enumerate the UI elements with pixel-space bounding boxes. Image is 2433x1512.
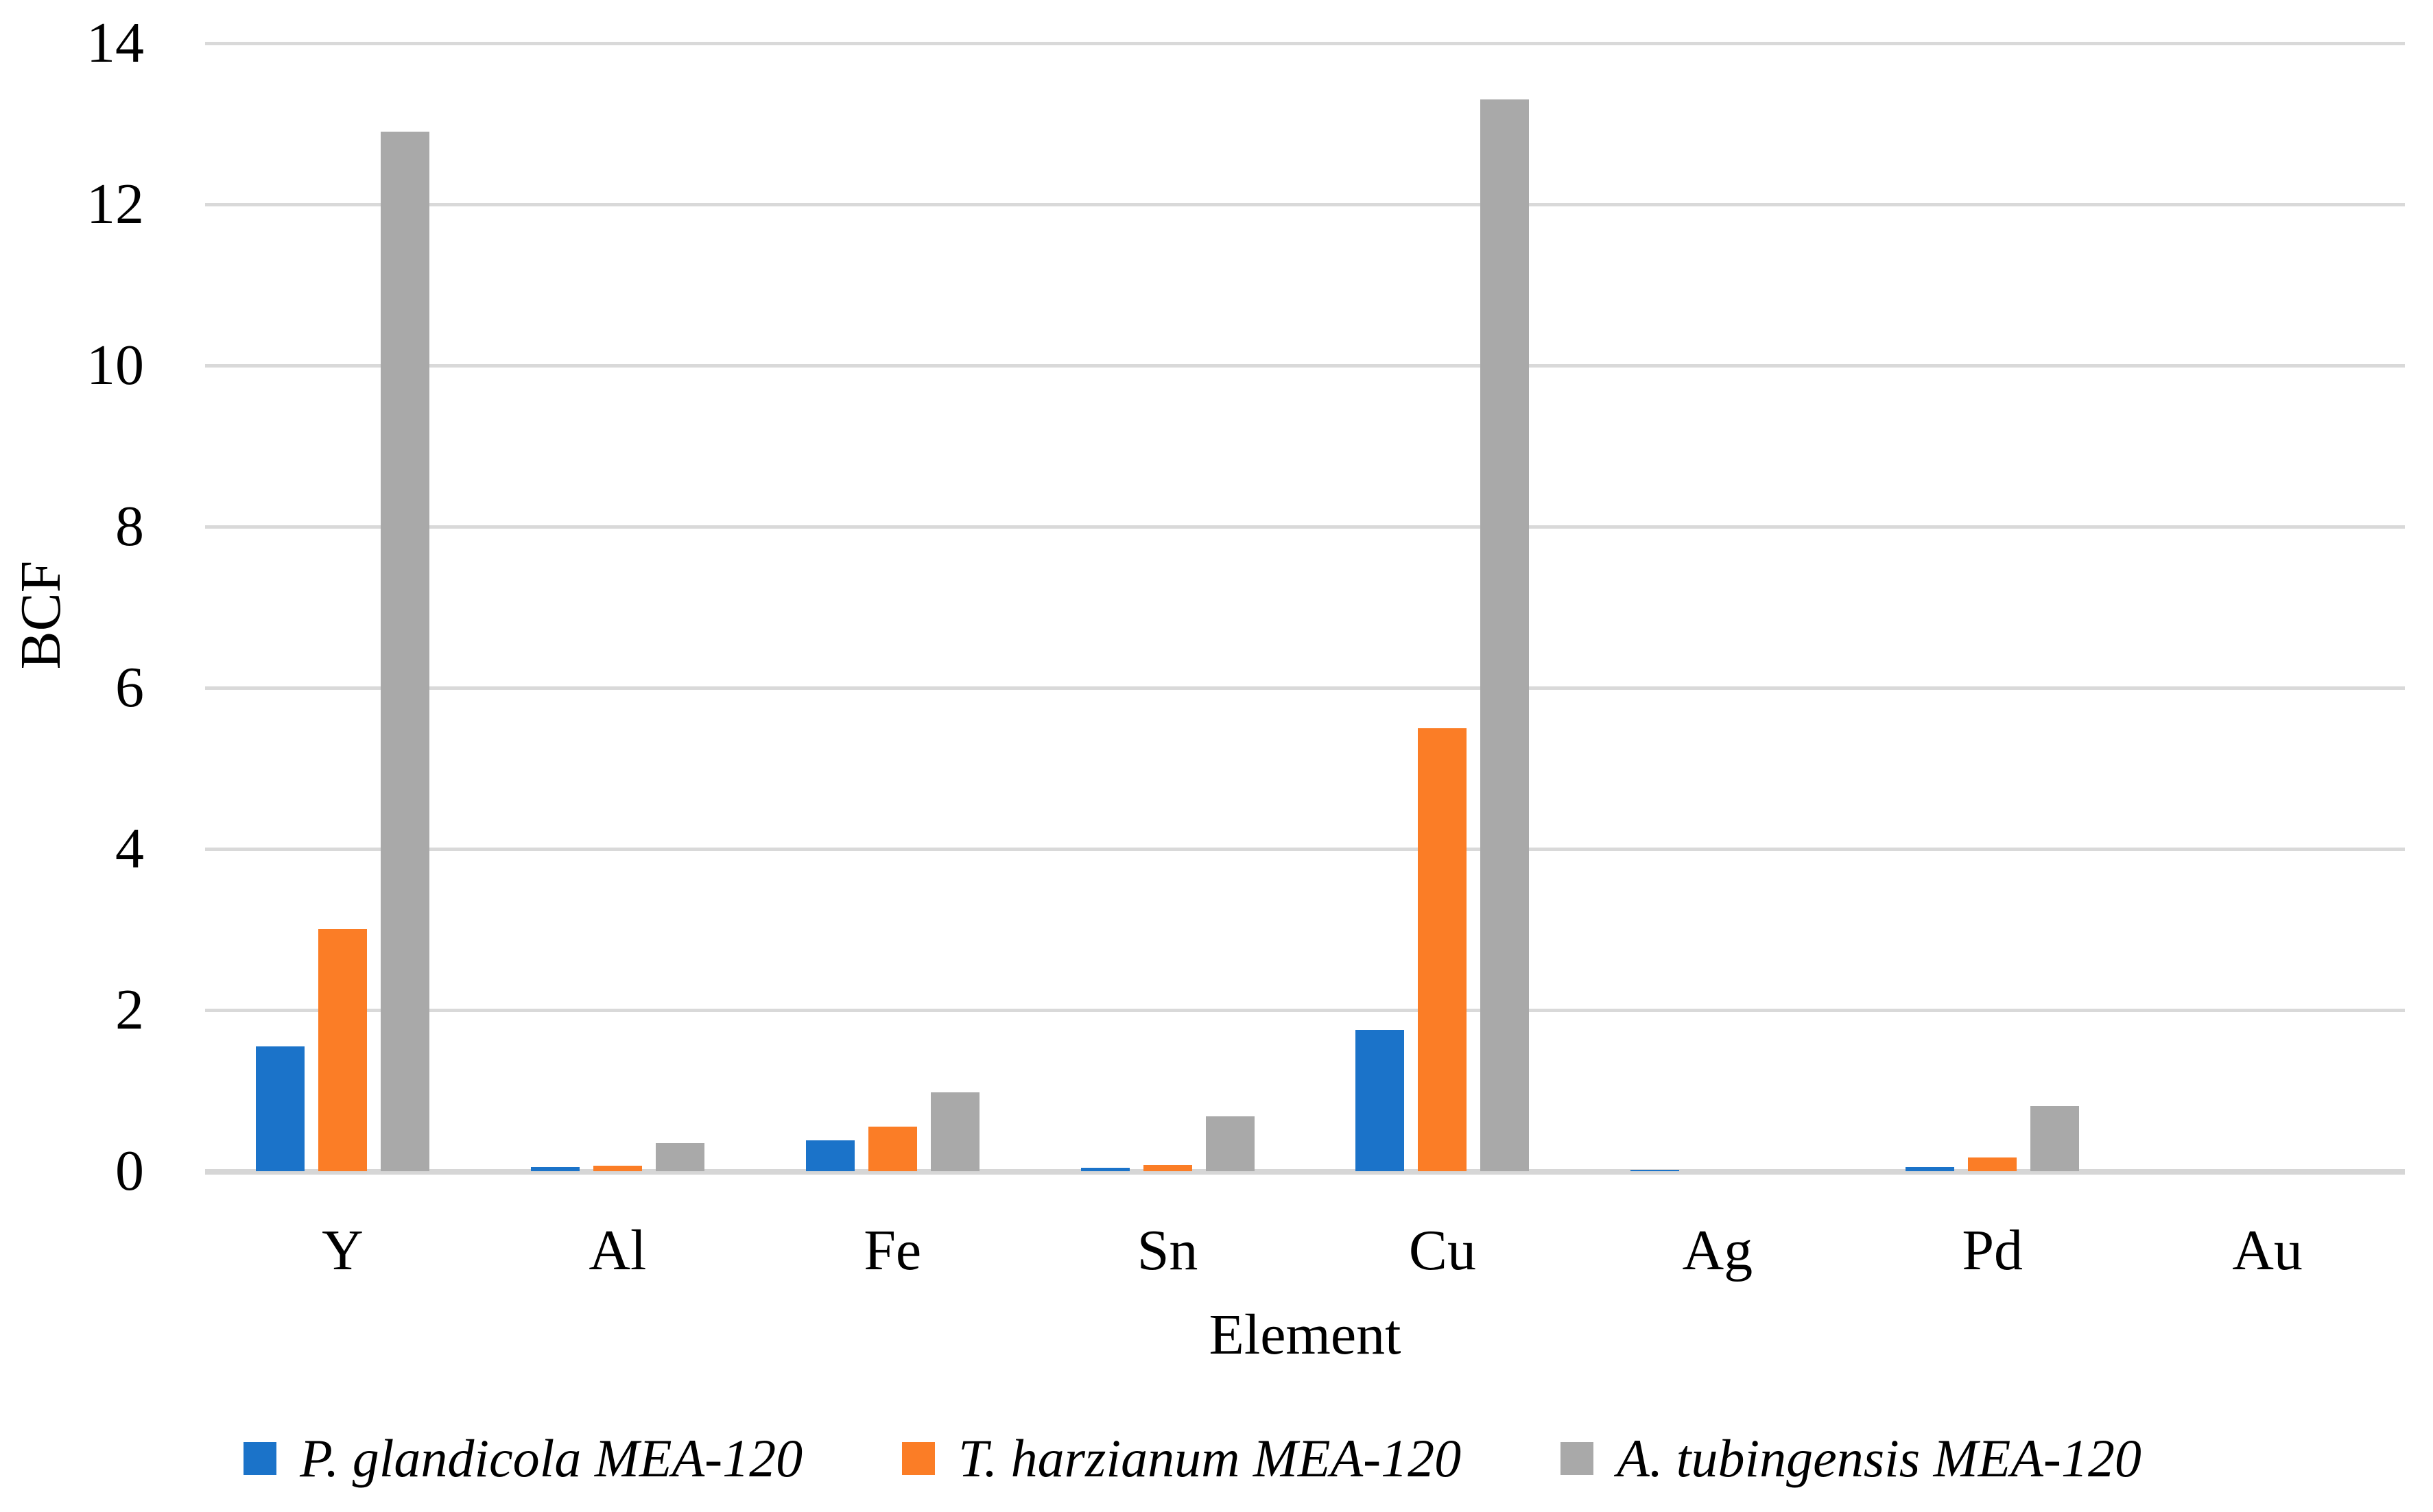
legend-label: T. harzianum MEA-120	[958, 1428, 1462, 1488]
bar-Al-series3	[656, 1143, 704, 1171]
legend-swatch-icon	[902, 1442, 936, 1475]
x-axis-title: Element	[1209, 1303, 1401, 1367]
legend-label: P. glandicola MEA-120	[300, 1428, 803, 1488]
bar-Y-series2	[318, 929, 367, 1171]
x-tick-label-Pd: Pd	[1962, 1219, 2023, 1282]
bar-Pd-series2	[1968, 1157, 2017, 1171]
bar-Fe-series1	[806, 1140, 855, 1171]
gridline-y8	[205, 525, 2405, 529]
y-tick-label-12: 12	[86, 172, 144, 236]
gridline-y14	[205, 42, 2405, 45]
legend-swatch-icon	[1560, 1442, 1594, 1475]
x-axis-line	[205, 1169, 2405, 1175]
y-tick-label-10: 10	[86, 333, 144, 397]
bar-Ag-series1	[1630, 1170, 1679, 1171]
legend-item-2: T. harzianum MEA-120	[902, 1432, 1461, 1485]
bar-Sn-series1	[1081, 1168, 1130, 1171]
bar-Al-series2	[593, 1166, 642, 1171]
x-tick-label-Ag: Ag	[1682, 1219, 1753, 1282]
gridline-y2	[205, 1009, 2405, 1012]
legend-item-1: P. glandicola MEA-120	[244, 1432, 803, 1485]
bar-Cu-series2	[1418, 728, 1467, 1171]
y-tick-label-14: 14	[86, 11, 144, 75]
bar-Cu-series1	[1355, 1030, 1404, 1171]
x-tick-label-Sn: Sn	[1137, 1219, 1198, 1282]
bar-Y-series1	[256, 1046, 305, 1171]
bar-Fe-series3	[931, 1092, 980, 1171]
bar-Y-series3	[381, 132, 429, 1171]
bar-Sn-series2	[1143, 1165, 1192, 1171]
gridline-y4	[205, 848, 2405, 851]
y-tick-label-4: 4	[115, 817, 144, 880]
y-tick-label-2: 2	[115, 978, 144, 1042]
bar-Pd-series1	[1906, 1167, 1954, 1171]
bar-Al-series1	[531, 1167, 580, 1171]
chart-legend: P. glandicola MEA-120 T. harzianum MEA-12…	[0, 1421, 2385, 1496]
x-tick-label-Au: Au	[2232, 1219, 2303, 1282]
x-tick-label-Al: Al	[589, 1219, 647, 1282]
x-tick-label-Y: Y	[322, 1219, 364, 1282]
legend-swatch-icon	[244, 1442, 277, 1475]
gridline-y6	[205, 686, 2405, 690]
x-tick-label-Fe: Fe	[864, 1219, 922, 1282]
gridline-y12	[205, 203, 2405, 206]
bar-Fe-series2	[868, 1127, 917, 1171]
bar-Pd-series3	[2030, 1106, 2079, 1171]
bar-Cu-series3	[1480, 99, 1529, 1171]
gridline-y10	[205, 364, 2405, 368]
y-axis-title: BCF	[9, 560, 73, 670]
legend-item-3: A. tubingensis MEA-120	[1560, 1432, 2141, 1485]
legend-label: A. tubingensis MEA-120	[1617, 1428, 2141, 1488]
y-tick-label-6: 6	[115, 656, 144, 719]
bar-Sn-series3	[1206, 1116, 1255, 1171]
y-tick-label-0: 0	[115, 1139, 144, 1203]
x-tick-label-Cu: Cu	[1408, 1219, 1476, 1282]
y-tick-label-8: 8	[115, 494, 144, 558]
